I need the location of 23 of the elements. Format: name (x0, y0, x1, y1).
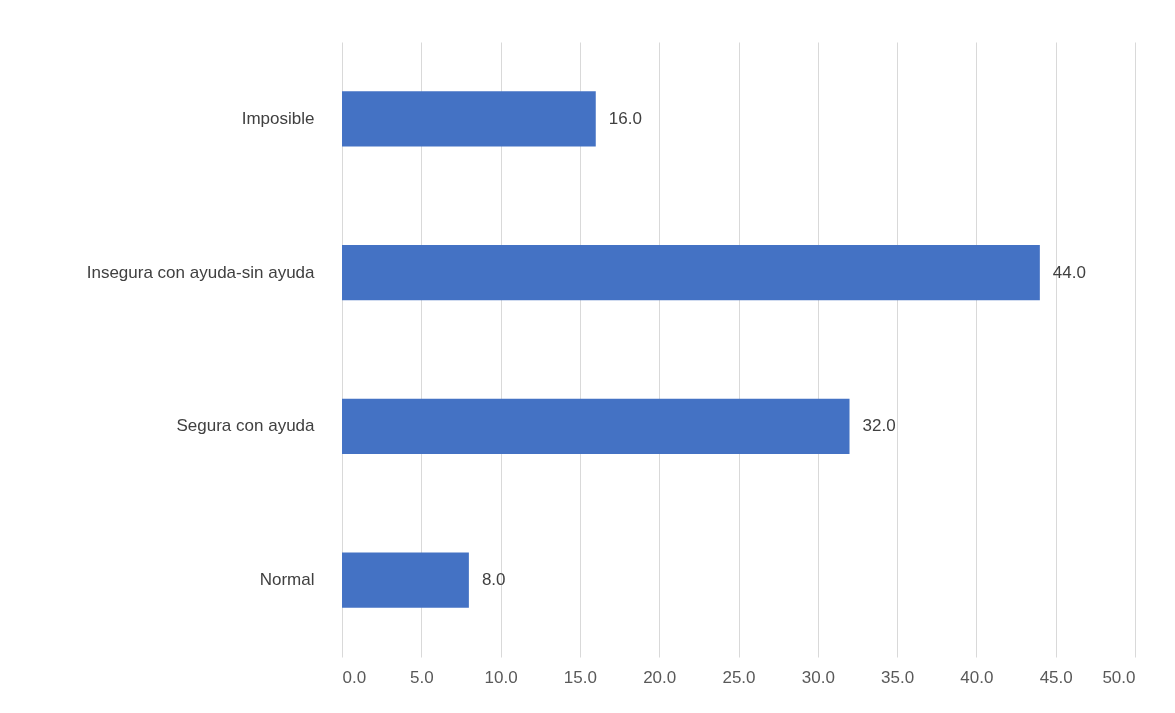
data-label: 44.0 (1052, 262, 1086, 282)
x-tick-label: 45.0 (1039, 667, 1073, 687)
x-tick-label: 10.0 (484, 667, 518, 687)
x-tick-label: 50.0 (1102, 667, 1136, 687)
data-label: 32.0 (862, 416, 896, 436)
x-tick-label: 30.0 (801, 667, 835, 687)
y-tick-label: Segura con ayuda (176, 416, 316, 436)
x-tick-label: 25.0 (722, 667, 756, 687)
x-tick-label: 35.0 (881, 667, 915, 687)
y-tick-label: Normal (259, 570, 315, 590)
bar (342, 398, 850, 455)
y-tick-label: Imposible (241, 108, 315, 128)
data-label: 8.0 (481, 570, 506, 590)
x-tick-label: 5.0 (409, 667, 434, 687)
x-tick-label: 20.0 (643, 667, 677, 687)
bar (342, 552, 469, 608)
bar (342, 91, 596, 147)
x-tick-label: 15.0 (563, 667, 597, 687)
bar (342, 244, 1040, 301)
data-label: 16.0 (608, 108, 642, 128)
x-tick-label: 0.0 (342, 667, 367, 687)
y-tick-label: Insegura con ayuda-sin ayuda (86, 262, 316, 282)
x-tick-label: 40.0 (960, 667, 994, 687)
